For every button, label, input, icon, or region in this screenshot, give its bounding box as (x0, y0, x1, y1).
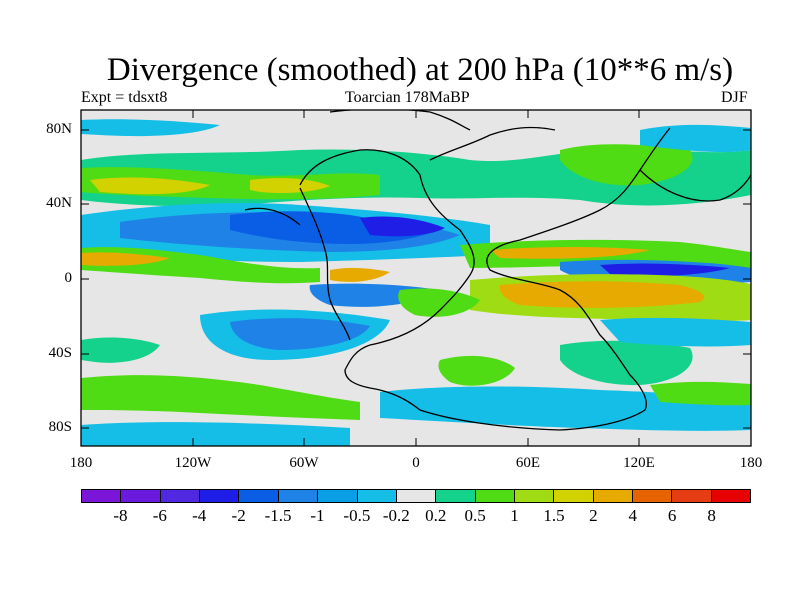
coastline-pangaea-east (419, 127, 671, 431)
lon-label-60w: 60W (289, 455, 319, 471)
field-cell-centre-orange (330, 267, 390, 282)
experiment-label: Expt = tdsxt8 (81, 89, 168, 106)
field-band-south-green-low (81, 375, 360, 420)
colorbar-label: 0.2 (425, 506, 447, 525)
colorbar-swatch-1 (121, 490, 161, 502)
colorbar-label: -4 (192, 506, 207, 525)
colorbar-label: -0.2 (382, 506, 410, 525)
colorbar-label: -0.5 (343, 506, 371, 525)
colorbar-swatch-15 (672, 490, 712, 502)
colorbar-swatch-2 (160, 490, 201, 502)
colorbar-swatch-4 (239, 490, 279, 502)
lat-label-0: 0 (64, 270, 73, 286)
lat-label-80n: 80N (46, 121, 72, 137)
field-band-north-yellow2 (250, 178, 330, 194)
colorbar-swatch-6 (318, 490, 358, 502)
coastline-east-arm (639, 169, 751, 202)
field-cell-green-se (398, 288, 480, 317)
field-cell-sw-green (81, 337, 160, 363)
coastlines (244, 110, 751, 431)
field-cell-sh-green1 (438, 355, 515, 386)
colorbar-label: -1.5 (264, 506, 292, 525)
field-cell-sh-green2 (560, 340, 693, 386)
colorbar (81, 489, 751, 503)
colorbar-swatch-13 (593, 490, 634, 502)
field-cell-pole-cyan (81, 422, 350, 446)
colorbar-swatch-5 (278, 490, 319, 502)
colorbar-swatch-10 (475, 490, 515, 502)
coastline-north (429, 126, 556, 161)
colorbar-swatch-0 (82, 490, 122, 502)
lat-label-40s: 40S (48, 345, 72, 361)
coastline-north-island (329, 110, 471, 131)
coastline-pangaea-west (299, 149, 475, 411)
colorbar-label: 8 (707, 506, 716, 525)
colorbar-swatch-8 (396, 490, 437, 502)
colorbar-label: 4 (628, 506, 638, 525)
field-cell-nw-cyan (81, 119, 220, 137)
field-cell-sh-cyan (600, 317, 751, 347)
field-band-north-yellow (90, 177, 210, 195)
field-band-equator-yellow (81, 252, 170, 266)
colorbar-swatch-9 (436, 490, 476, 502)
colorbar-label: 6 (667, 506, 677, 525)
divergence-field (81, 110, 751, 446)
period-label: Toarcian 178MaBP (345, 89, 470, 106)
field-band-south-green-east (650, 381, 751, 406)
lon-label-120e: 120E (623, 455, 655, 471)
lat-label-80s: 80S (48, 419, 72, 435)
colorbar-label: -2 (231, 506, 246, 525)
lon-label-180e: 180 (739, 455, 763, 471)
colorbar-swatch-12 (554, 490, 594, 502)
colorbar-label: -6 (152, 506, 167, 525)
field-band-sh-blue2 (230, 318, 370, 350)
lon-label-60e: 60E (515, 455, 541, 471)
colorbar-label: -8 (113, 506, 128, 525)
lon-label-180w: 180 (69, 455, 93, 471)
field-band-east-orange (490, 247, 650, 259)
axis-ticks (80, 110, 752, 446)
field-band-east-darkblue (600, 263, 730, 276)
field-band-subtrop-darkblue (360, 216, 445, 237)
coastline-island (244, 207, 301, 226)
colorbar-swatch-14 (633, 490, 673, 502)
season-label: DJF (721, 89, 748, 106)
colorbar-swatch-7 (357, 490, 397, 502)
colorbar-label: 0.5 (464, 506, 486, 525)
colorbar-label: 1.5 (543, 506, 565, 525)
colorbar-label: 1 (510, 506, 519, 525)
coastline-tethys (299, 187, 351, 341)
colorbar-swatch-3 (200, 490, 240, 502)
colorbar-label: 2 (589, 506, 598, 525)
field-band-south-orange (499, 281, 704, 308)
field-cell-ne (560, 144, 693, 186)
colorbar-label: -1 (310, 506, 325, 525)
colorbar-swatch-11 (514, 490, 555, 502)
map-title: Divergence (smoothed) at 200 hPa (10**6 … (106, 52, 734, 88)
colorbar-swatch-16 (711, 490, 751, 502)
lon-label-0: 0 (412, 455, 420, 471)
lat-label-40n: 40N (46, 195, 72, 211)
lon-label-120w: 120W (174, 455, 212, 471)
